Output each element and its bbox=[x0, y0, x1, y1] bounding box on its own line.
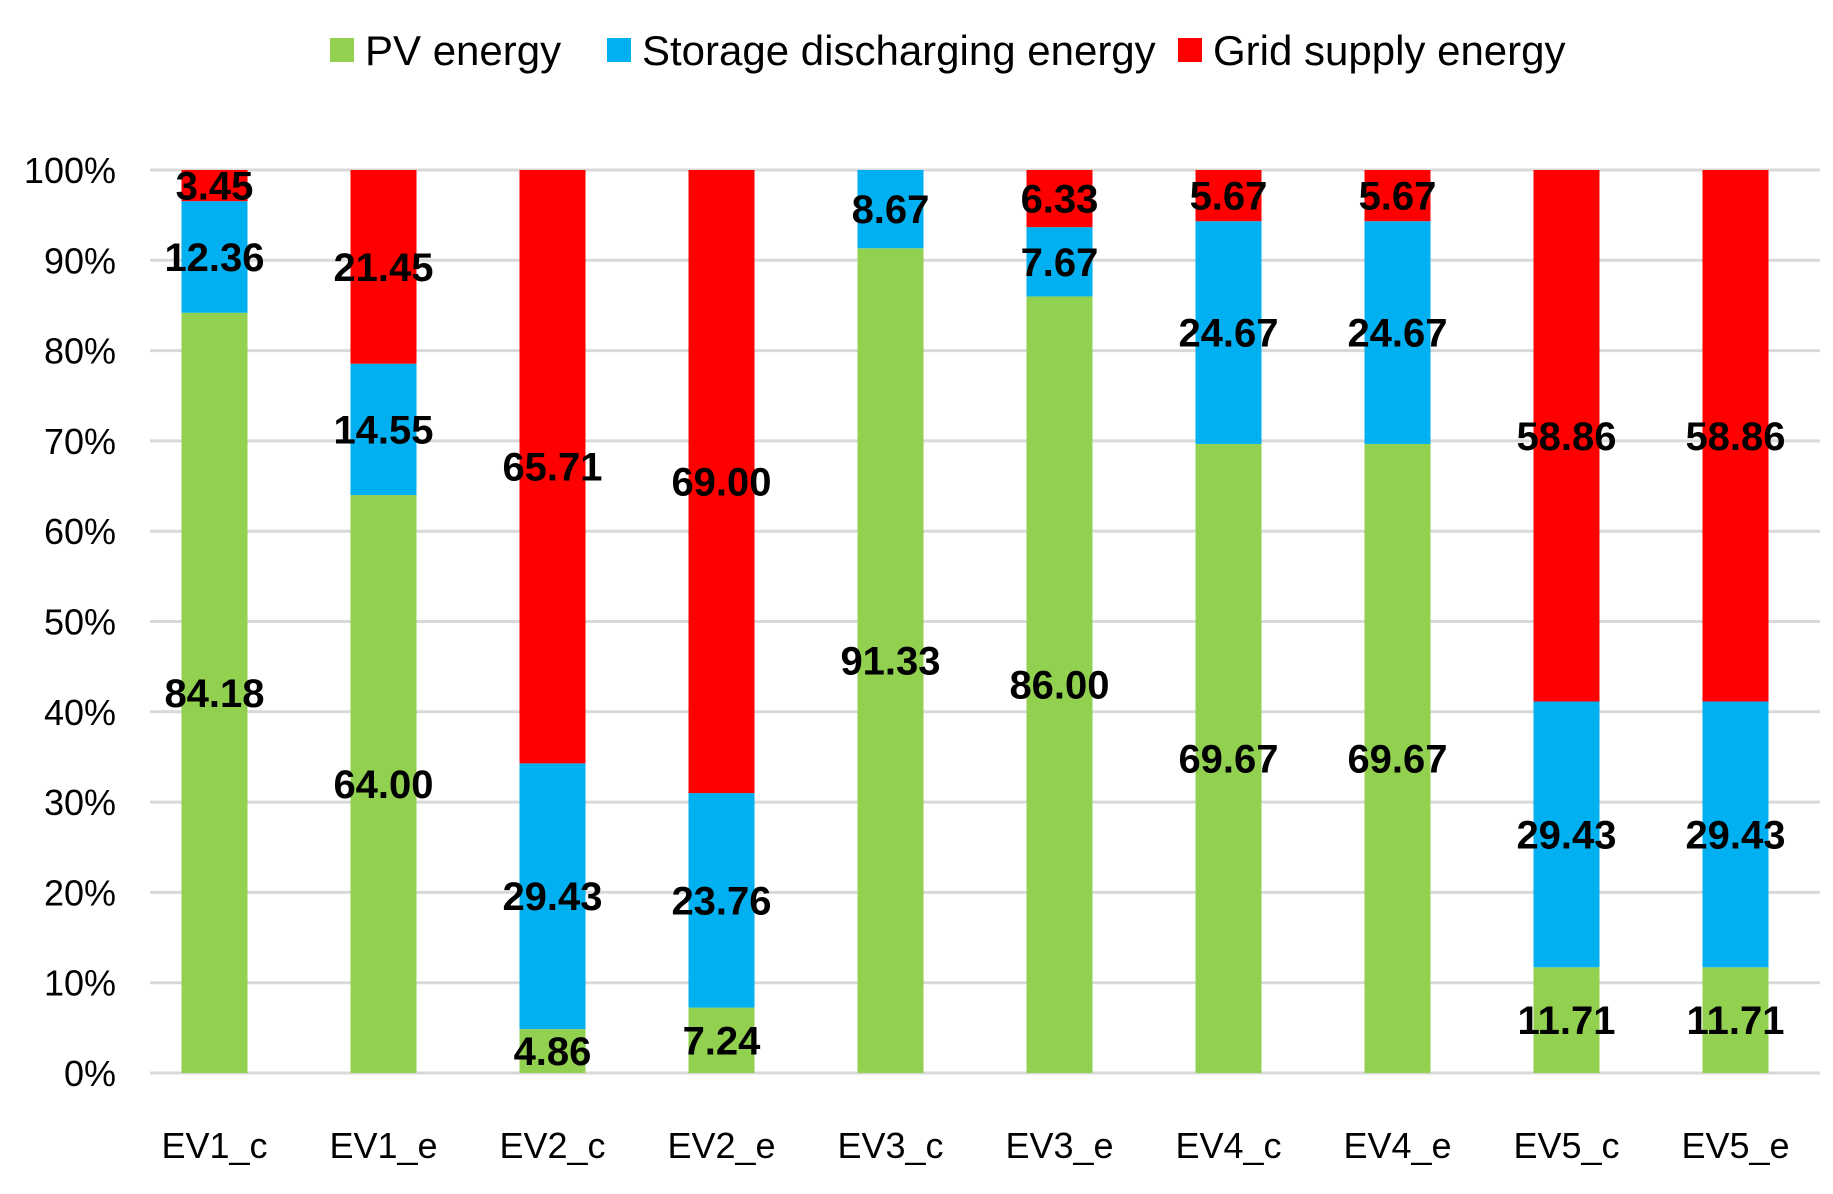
bar-segment bbox=[1026, 296, 1093, 1073]
x-tick-label: EV4_c bbox=[1175, 1125, 1281, 1166]
bar-segment bbox=[181, 201, 248, 313]
y-tick-label: 10% bbox=[44, 963, 116, 1004]
y-tick-label: 70% bbox=[44, 421, 116, 462]
legend-entry: Storage discharging energy bbox=[642, 27, 1156, 74]
data-label: 11.71 bbox=[1687, 999, 1785, 1043]
data-labels: 84.18 12.36 3.45 64.00 14.55 21.45 4.86 29.43 65… bbox=[164, 165, 1785, 1074]
data-label: 5.67 bbox=[1190, 175, 1268, 219]
y-tick-label: 0% bbox=[64, 1053, 116, 1094]
bar-segment bbox=[857, 248, 924, 1073]
bar-segment bbox=[1533, 170, 1600, 702]
data-label: 23.76 bbox=[671, 879, 771, 923]
y-tick-label: 40% bbox=[44, 692, 116, 733]
data-label: 7.24 bbox=[683, 1019, 762, 1063]
legend-entry: Grid supply energy bbox=[1213, 27, 1566, 74]
bar-segment bbox=[350, 363, 417, 496]
data-label: 6.33 bbox=[1021, 178, 1099, 222]
x-tick-label: EV3_c bbox=[837, 1125, 943, 1166]
x-tick-label: EV4_e bbox=[1343, 1125, 1451, 1166]
data-label: 4.86 bbox=[514, 1030, 592, 1074]
bar-segment bbox=[519, 1029, 586, 1073]
bar-segment bbox=[1364, 443, 1431, 1073]
x-tick-label: EV5_e bbox=[1681, 1125, 1789, 1166]
data-label: 12.36 bbox=[164, 236, 264, 280]
y-tick-label: 20% bbox=[44, 872, 116, 913]
bar-segment bbox=[1364, 221, 1431, 444]
x-tick-label: EV1_c bbox=[161, 1125, 267, 1166]
data-label: 24.67 bbox=[1178, 312, 1278, 356]
bar-segment bbox=[1195, 221, 1262, 444]
bar-segment bbox=[1026, 227, 1093, 297]
x-tick-label: EV5_c bbox=[1513, 1125, 1619, 1166]
data-label: 14.55 bbox=[333, 408, 433, 452]
data-label: 64.00 bbox=[333, 763, 433, 807]
data-label: 3.45 bbox=[176, 165, 254, 209]
bar-segment bbox=[1533, 701, 1600, 968]
data-label: 65.71 bbox=[502, 446, 602, 490]
bar-segment bbox=[1195, 443, 1262, 1073]
bar-segment bbox=[857, 170, 924, 249]
legend-entry: PV energy bbox=[365, 27, 561, 74]
y-tick-label: 30% bbox=[44, 782, 116, 823]
x-tick-label: EV3_e bbox=[1005, 1125, 1113, 1166]
data-label: 29.43 bbox=[1685, 813, 1785, 857]
legend-swatch bbox=[1178, 38, 1202, 62]
y-tick-label: 100% bbox=[24, 150, 116, 191]
bar-segment bbox=[1026, 170, 1093, 228]
data-label: 69.67 bbox=[1178, 737, 1278, 781]
bar-segment bbox=[181, 170, 248, 202]
bar-segment bbox=[1702, 967, 1769, 1073]
x-tick-label: EV1_e bbox=[329, 1125, 437, 1166]
data-label: 21.45 bbox=[333, 246, 433, 290]
data-label: 84.18 bbox=[164, 672, 264, 716]
data-label: 91.33 bbox=[840, 640, 940, 684]
bar-segment bbox=[688, 793, 755, 1008]
legend-swatch bbox=[330, 38, 354, 62]
bar-segment bbox=[181, 312, 248, 1073]
y-tick-label: 80% bbox=[44, 331, 116, 372]
legend: PV energy Storage discharging energy Grid … bbox=[330, 27, 1566, 74]
bar-segment bbox=[688, 1007, 755, 1073]
bar-segment bbox=[1702, 701, 1769, 968]
bar-segment bbox=[519, 170, 586, 764]
bar-segment bbox=[1702, 170, 1769, 702]
data-label: 5.67 bbox=[1359, 175, 1437, 219]
data-label: 8.67 bbox=[852, 188, 930, 232]
data-label: 86.00 bbox=[1009, 664, 1109, 708]
data-label: 58.86 bbox=[1685, 415, 1785, 459]
y-tick-label: 50% bbox=[44, 602, 116, 643]
bar-segment bbox=[350, 170, 417, 364]
bar-segment bbox=[688, 170, 755, 794]
bar-segment bbox=[1533, 967, 1600, 1073]
data-label: 11.71 bbox=[1518, 999, 1616, 1043]
y-tick-label: 60% bbox=[44, 511, 116, 552]
bar-segment bbox=[350, 495, 417, 1074]
x-axis-ticks: EV1_c EV1_e EV2_c EV2_e EV3_c EV3_e EV4_c EV4_e… bbox=[161, 1125, 1789, 1166]
bar-segment bbox=[1364, 170, 1431, 222]
data-label: 29.43 bbox=[1516, 813, 1616, 857]
data-label: 7.67 bbox=[1021, 241, 1099, 285]
data-label: 69.67 bbox=[1347, 737, 1447, 781]
data-label: 24.67 bbox=[1347, 312, 1447, 356]
bar-segment bbox=[1195, 170, 1262, 222]
x-tick-label: EV2_e bbox=[667, 1125, 775, 1166]
bars bbox=[181, 170, 1769, 1074]
bar-segment bbox=[519, 763, 586, 1030]
y-tick-label: 90% bbox=[44, 240, 116, 281]
y-axis-ticks: 0% 10% 20% 30% 40% 50% 60% 70% 80% 90% 100% bbox=[24, 150, 116, 1094]
data-label: 69.00 bbox=[671, 461, 771, 505]
x-tick-label: EV2_c bbox=[499, 1125, 605, 1166]
legend-swatch bbox=[607, 38, 631, 62]
data-label: 58.86 bbox=[1516, 415, 1616, 459]
data-label: 29.43 bbox=[502, 875, 602, 919]
